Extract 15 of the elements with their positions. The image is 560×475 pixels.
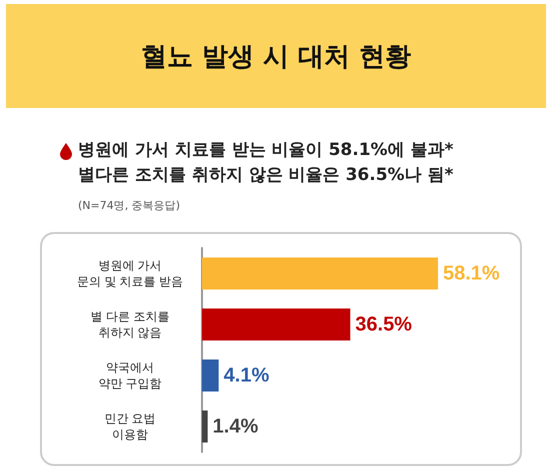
y-tick-label: 민간 요법 이용함 <box>104 412 156 442</box>
bar <box>202 308 350 340</box>
y-tick-label: 약국에서 약만 구입함 <box>98 360 162 390</box>
y-tick-label: 병원에 가서 문의 및 치료를 받음 <box>76 258 184 288</box>
bar <box>202 360 219 392</box>
data-label: 36.5% <box>355 314 412 336</box>
text: (N=74명, 중복응답) <box>78 198 180 213</box>
data-label: 1.4% <box>212 416 258 438</box>
data-label: 4.1% <box>224 364 270 386</box>
bar <box>202 410 208 442</box>
chart-title: 혈뇨 발생 시 대처 현황 <box>6 4 546 108</box>
bar <box>202 258 438 290</box>
data-label: 58.1% <box>443 262 500 284</box>
chart-subtitle: 병원에 가서 치료를 받는 비율이 58.1%에 불과* 별다른 조치를 취하지 않은 비율은 36.5%나 됨* <box>78 139 454 187</box>
y-tick-label: 별 다른 조치를 취하지 않음 <box>90 310 170 340</box>
